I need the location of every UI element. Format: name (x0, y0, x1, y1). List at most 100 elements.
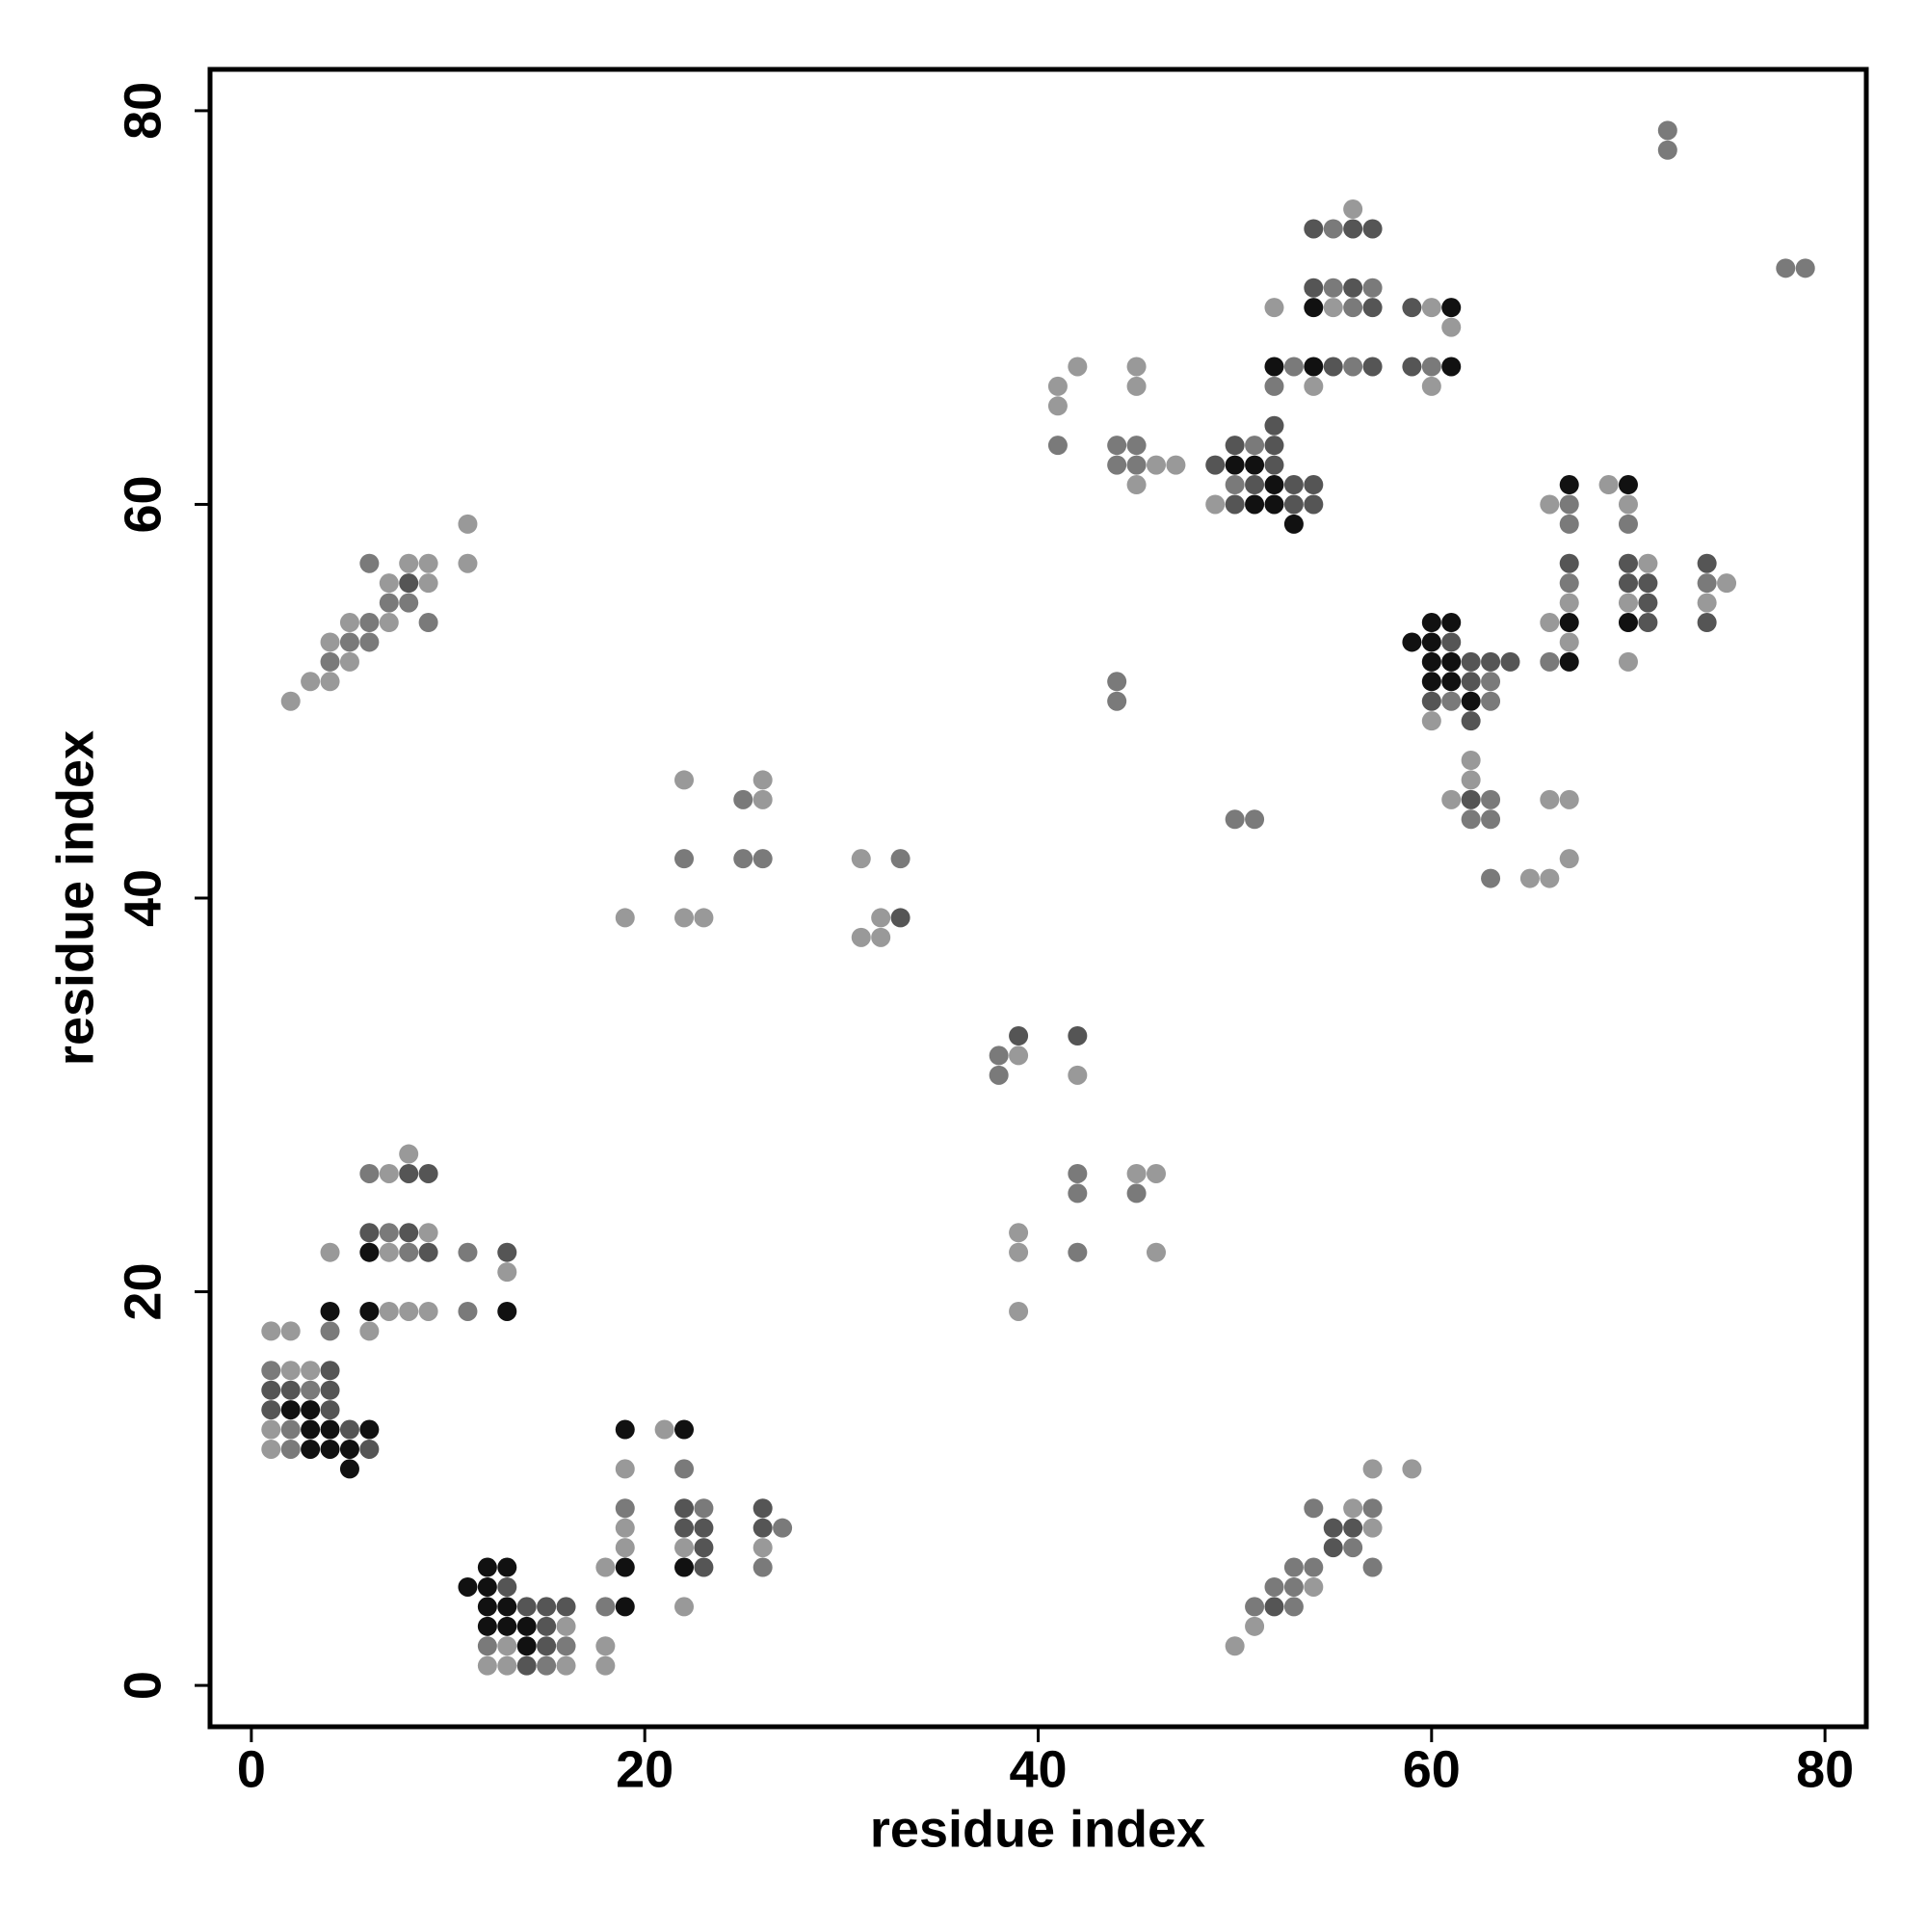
contact-point (615, 1498, 635, 1519)
contact-point (1126, 376, 1147, 396)
contact-point (301, 1439, 321, 1459)
contact-point (1402, 632, 1422, 652)
contact-point (1068, 357, 1088, 377)
contact-point (989, 1065, 1009, 1085)
contact-point (1304, 1498, 1324, 1519)
contact-point (1559, 789, 1579, 809)
contact-point (1047, 376, 1068, 396)
contact-point (615, 1419, 635, 1440)
contact-point (320, 1301, 340, 1321)
contact-point (1441, 789, 1462, 809)
contact-point (674, 1459, 695, 1479)
contact-point (1107, 436, 1127, 456)
y-axis-label: residue index (46, 730, 104, 1066)
contact-point (752, 1498, 773, 1519)
contact-point (1598, 475, 1619, 495)
contact-point (595, 1636, 616, 1656)
contact-point (359, 553, 380, 573)
contact-point (1481, 672, 1501, 692)
contact-point (752, 1518, 773, 1538)
contact-point (1362, 1518, 1383, 1538)
contact-point (399, 1163, 419, 1183)
contact-point (379, 1163, 399, 1183)
contact-point (1343, 219, 1363, 239)
x-tick-label: 0 (237, 1740, 266, 1798)
contact-point (1304, 278, 1324, 298)
contact-point (320, 1380, 340, 1400)
contact-point (280, 1439, 301, 1459)
contact-point (418, 553, 438, 573)
contact-point (1205, 494, 1226, 515)
contact-point (1264, 357, 1284, 377)
contact-point (1638, 593, 1658, 613)
contact-point (1441, 672, 1462, 692)
contact-point (1421, 711, 1441, 731)
contact-point (359, 632, 380, 652)
contact-point (1304, 1576, 1324, 1597)
contact-point (537, 1636, 557, 1656)
contact-point (301, 1380, 321, 1400)
contact-point (1304, 1557, 1324, 1577)
contact-point (1225, 494, 1245, 515)
contact-point (477, 1557, 497, 1577)
contact-point (359, 1163, 380, 1183)
contact-point (595, 1655, 616, 1676)
contact-point (1776, 258, 1796, 278)
contact-point (1540, 868, 1560, 888)
contact-point (1304, 475, 1324, 495)
contact-point (1461, 770, 1481, 790)
contact-point (1638, 613, 1658, 633)
contact-point (989, 1045, 1009, 1066)
contact-point (1441, 613, 1462, 633)
contact-point (556, 1597, 576, 1617)
contact-point (1304, 298, 1324, 318)
contact-point (320, 1419, 340, 1440)
contact-point (1421, 672, 1441, 692)
contact-point (320, 1321, 340, 1341)
contact-point (1540, 613, 1560, 633)
contact-point (1618, 494, 1638, 515)
contact-point (1618, 613, 1638, 633)
contact-point (477, 1636, 497, 1656)
contact-point (1146, 1163, 1166, 1183)
contact-point (399, 593, 419, 613)
contact-point (1245, 809, 1265, 830)
contact-point (1107, 455, 1127, 475)
contact-point (418, 1163, 438, 1183)
contact-point (595, 1597, 616, 1617)
contact-point (1441, 317, 1462, 337)
contact-point (1441, 632, 1462, 652)
contact-point (1500, 651, 1520, 672)
contact-point (556, 1616, 576, 1636)
contact-point (1009, 1242, 1029, 1262)
contact-point (261, 1321, 281, 1341)
contact-point (1126, 455, 1147, 475)
contact-point (1343, 298, 1363, 318)
contact-point (1264, 298, 1284, 318)
contact-point (497, 1576, 517, 1597)
y-tick-label: 20 (114, 1263, 172, 1321)
contact-point (752, 770, 773, 790)
contact-point (1323, 1538, 1343, 1558)
contact-point (752, 1557, 773, 1577)
contact-point (1362, 1498, 1383, 1519)
x-axis-label: residue index (870, 1800, 1205, 1858)
contact-point (1540, 651, 1560, 672)
contact-point (1421, 691, 1441, 711)
contact-point (458, 1301, 478, 1321)
contact-point (1697, 613, 1717, 633)
contact-point (1559, 475, 1579, 495)
contact-point (1245, 1597, 1265, 1617)
contact-point (674, 770, 695, 790)
contact-point (1343, 1538, 1363, 1558)
contact-point (694, 1518, 714, 1538)
contact-point (359, 1242, 380, 1262)
contact-point (261, 1361, 281, 1381)
contact-point (477, 1576, 497, 1597)
contact-point (1283, 514, 1304, 534)
contact-point (1283, 1597, 1304, 1617)
contact-point (301, 1400, 321, 1420)
contact-point (280, 691, 301, 711)
contact-point (674, 1419, 695, 1440)
contact-point (1540, 494, 1560, 515)
